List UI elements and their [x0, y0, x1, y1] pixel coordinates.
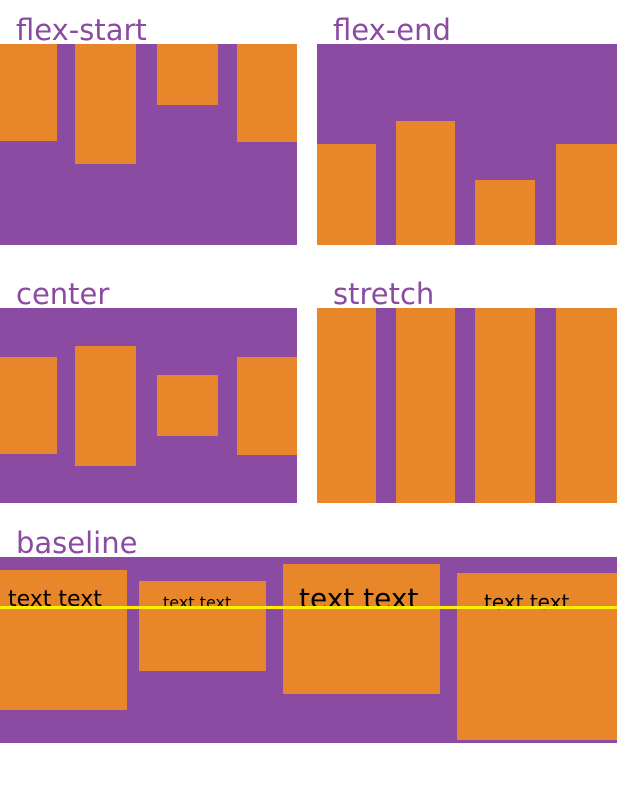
flex-item: [0, 44, 57, 141]
flex-item: [237, 356, 297, 455]
flex-item: [396, 308, 455, 503]
baseline-rule: [0, 606, 617, 609]
flex-container-center: [0, 308, 297, 503]
section-label-flex-start: flex-start: [16, 13, 147, 47]
section-label-baseline: baseline: [16, 526, 138, 560]
baseline-item: text text: [0, 570, 127, 710]
baseline-item-text: text text: [8, 587, 102, 612]
baseline-item: text text: [457, 573, 617, 740]
flex-item: [157, 375, 218, 436]
flex-item: [556, 144, 617, 245]
section-label-flex-end: flex-end: [333, 13, 451, 47]
flex-container-flex-end: [317, 44, 617, 245]
flex-item: [556, 308, 617, 503]
flex-item: [157, 44, 218, 105]
flex-container-flex-start: [0, 44, 297, 245]
section-label-center: center: [16, 277, 110, 311]
flex-item: [237, 44, 297, 142]
section-label-stretch: stretch: [333, 277, 435, 311]
flex-item: [75, 345, 136, 466]
flex-item: [75, 44, 136, 164]
baseline-item-text: text text: [484, 590, 570, 614]
flex-item: [396, 121, 455, 245]
flex-item: [0, 357, 57, 454]
baseline-item: text text: [139, 581, 266, 671]
flex-container-stretch: [317, 308, 617, 503]
baseline-item: text text: [283, 564, 440, 694]
flex-item: [475, 180, 535, 245]
flex-item: [317, 308, 376, 503]
flex-item: [317, 144, 376, 245]
flex-item: [475, 308, 535, 503]
